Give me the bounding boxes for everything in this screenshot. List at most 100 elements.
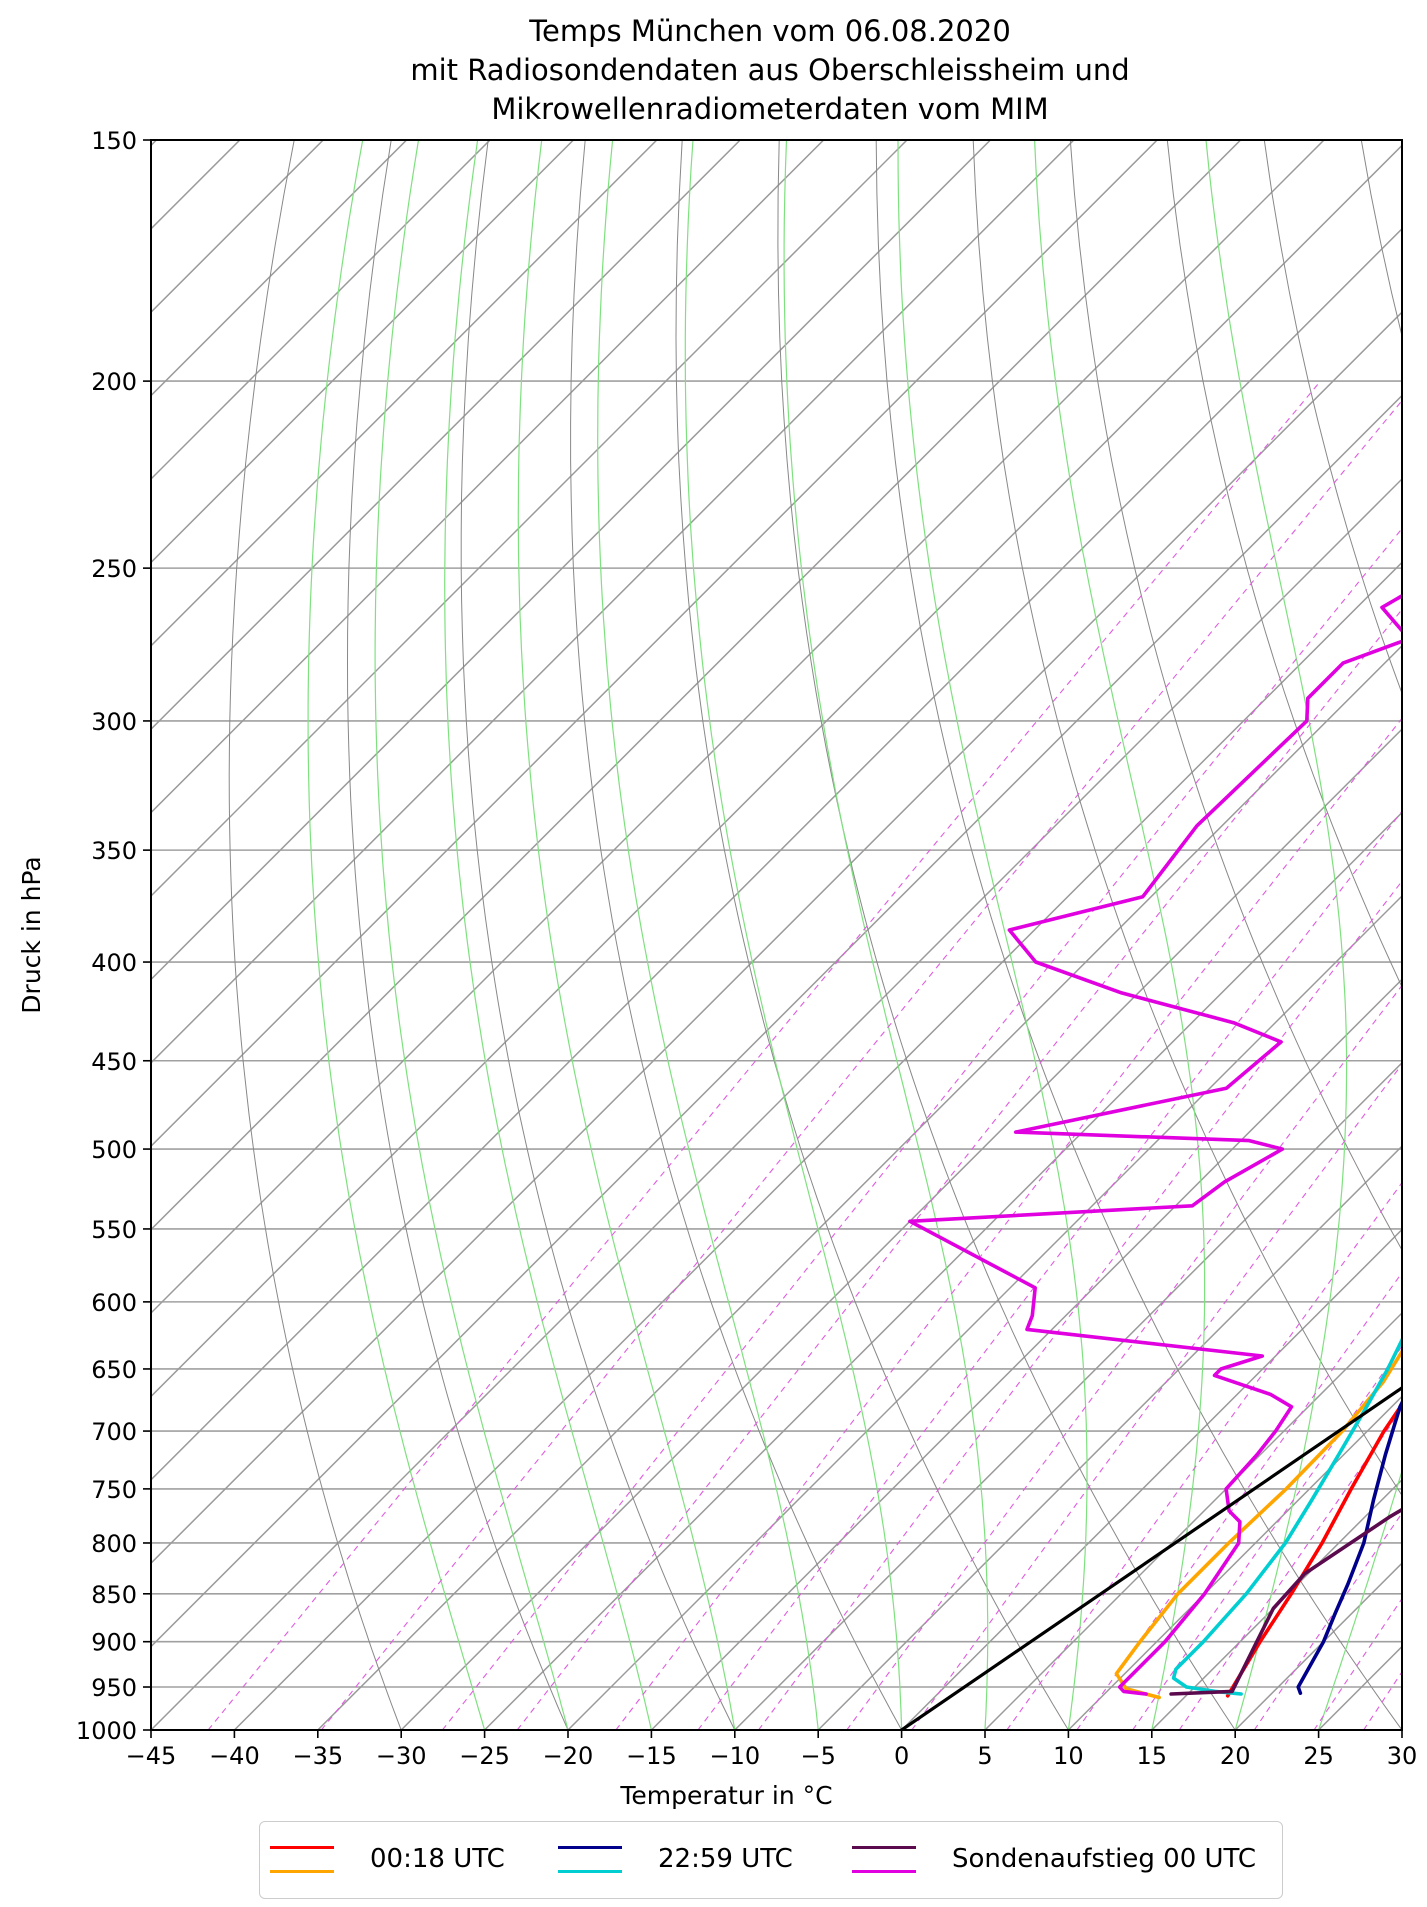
moist-adiabat-line	[444, 140, 652, 1730]
moist-adiabat-line	[1033, 140, 1206, 1730]
isotherm-line	[151, 140, 492, 481]
dry-adiabat-line	[1069, 140, 1402, 1251]
series-line-dewpoint	[1114, 1348, 1402, 1700]
y-tick-label: 150	[91, 127, 137, 155]
y-tick-label: 900	[91, 1629, 137, 1657]
isotherm-line	[1401, 1728, 1402, 1730]
dry-adiabat-line	[460, 140, 736, 1730]
mixing-ratio-line	[207, 380, 1321, 1730]
isotherm-line	[151, 140, 825, 814]
isotherm-line	[151, 227, 1402, 1481]
moist-adiabat-line	[897, 140, 1088, 1730]
series-line-dewpoint	[908, 593, 1402, 1696]
x-tick-label: 25	[1303, 1742, 1334, 1770]
isotherm-line	[901, 1228, 1402, 1730]
moist-adiabat-line	[374, 140, 569, 1730]
mixing-ratio-line	[911, 1063, 1402, 1730]
x-tick-label: −25	[459, 1742, 510, 1770]
x-tick-label: 0	[894, 1742, 909, 1770]
series-line-temperature	[1225, 1401, 1402, 1698]
isotherm-line	[650, 978, 1402, 1730]
mixing-ratio-line	[846, 984, 1402, 1730]
legend-entry: 00:18 UTC	[270, 1822, 550, 1900]
isotherm-line	[317, 644, 1402, 1730]
dry-adiabat-line	[1360, 140, 1402, 339]
dry-adiabat-line	[972, 140, 1402, 1497]
x-tick-label: 20	[1220, 1742, 1251, 1770]
y-tick-label: 500	[91, 1136, 137, 1164]
mixing-ratio-line	[1178, 1407, 1402, 1730]
mixing-ratio-line	[516, 608, 1402, 1730]
series-line-temperature	[1296, 1398, 1402, 1695]
x-tick-label: −15	[626, 1742, 677, 1770]
isotherm-line	[151, 140, 992, 981]
reference-line	[900, 1385, 1402, 1730]
moist-adiabat-line	[783, 140, 989, 1730]
x-tick-label: −45	[126, 1742, 177, 1770]
x-tick-label: −30	[376, 1742, 427, 1770]
chart-title-line-3: Mikrowellenradiometerdaten vom MIM	[491, 92, 1049, 126]
plot-svg: −45 −40 −35 −30 −25 −20 −15 −10 −5 0 5 10 15 20 25 30 15…	[17, 127, 1417, 1810]
legend-swatch	[270, 1846, 334, 1849]
dry-adiabat-line	[228, 140, 402, 1730]
chart-title-line-2: mit Radiosondendaten aus Oberschleisshei…	[410, 53, 1130, 87]
dry-adiabat-line	[875, 140, 1402, 1730]
legend-label: 22:59 UTC	[658, 1844, 793, 1874]
isotherm-line	[151, 477, 1402, 1730]
x-tick-label: −35	[292, 1742, 343, 1770]
isotherm-line	[1318, 1645, 1402, 1730]
legend-swatch	[558, 1870, 622, 1873]
moist-adiabat-line	[1205, 140, 1348, 1730]
isotherm-line	[151, 140, 1075, 1064]
y-tick-label: 400	[91, 949, 137, 977]
mixing-ratio-line	[320, 399, 1402, 1730]
y-tick-label: 200	[91, 368, 137, 396]
series-line-dewpoint	[1171, 1336, 1402, 1696]
y-tick-label: 600	[91, 1289, 137, 1317]
isotherm-line	[984, 1311, 1402, 1730]
legend: 00:18 UTC 22:59 UTC Sondenaufstieg 00 UTC	[259, 1821, 1283, 1899]
y-tick-label: 250	[91, 555, 137, 583]
mixing-ratio-line	[697, 810, 1402, 1730]
moist-adiabat-line	[307, 140, 486, 1730]
x-tick-label: −10	[709, 1742, 760, 1770]
moist-adiabat-line	[517, 140, 736, 1730]
dry-adiabat-line	[570, 140, 903, 1730]
x-tick-label: −5	[801, 1742, 836, 1770]
moist-adiabat-line	[1401, 1728, 1402, 1730]
legend-swatch	[558, 1846, 622, 1849]
isotherm-line	[151, 140, 325, 314]
legend-entry: Sondenaufstieg 00 UTC	[852, 1822, 1272, 1900]
y-tick-label: 800	[91, 1530, 137, 1558]
isotherm-line	[817, 1145, 1402, 1730]
mixing-ratio-line	[1076, 1271, 1402, 1730]
isotherm-line	[151, 140, 1242, 1231]
legend-swatch	[852, 1870, 916, 1873]
moist-adiabat-line	[684, 140, 903, 1730]
plot-frame	[150, 139, 1403, 1731]
mixing-ratio-line	[1313, 1597, 1402, 1730]
y-tick-label: 1000	[76, 1717, 137, 1745]
isotherm-line	[151, 140, 408, 397]
y-tick-label: 650	[91, 1356, 137, 1384]
moist-adiabat-line	[597, 140, 819, 1730]
isotherm-line	[400, 728, 1402, 1730]
x-tick-label: −20	[543, 1742, 594, 1770]
y-tick-label: 850	[91, 1581, 137, 1609]
moist-adiabat-line	[1318, 1468, 1402, 1730]
legend-swatch	[852, 1846, 916, 1849]
y-axis-label: Druck in hPa	[17, 856, 46, 1013]
isotherm-line	[151, 311, 1402, 1565]
isotherm-line	[734, 1061, 1402, 1730]
isotherm-line	[1067, 1395, 1402, 1730]
y-tick-label: 950	[91, 1674, 137, 1702]
isotherm-line	[567, 894, 1402, 1730]
isotherm-line	[151, 394, 1402, 1648]
isotherm-line	[151, 140, 1326, 1315]
dry-adiabat-line	[1263, 140, 1402, 695]
x-tick-label: 15	[1137, 1742, 1168, 1770]
isotherm-line	[151, 140, 1159, 1148]
isotherm-line	[484, 811, 1402, 1730]
y-tick-label: 750	[91, 1476, 137, 1504]
